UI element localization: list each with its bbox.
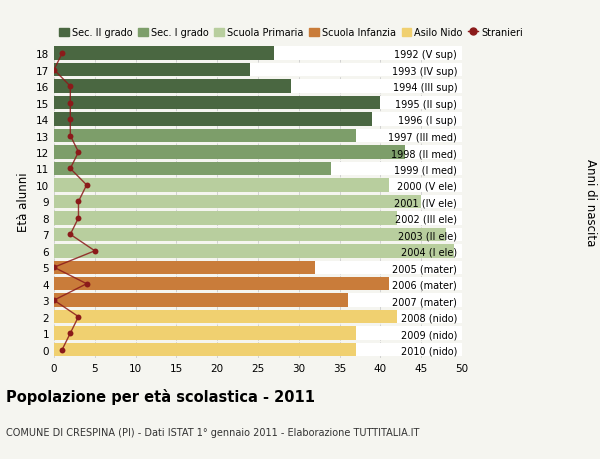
Bar — [54, 129, 462, 143]
Bar — [54, 245, 454, 258]
Bar — [54, 310, 397, 324]
Point — [74, 313, 83, 321]
Point — [58, 50, 67, 58]
Y-axis label: Età alunni: Età alunni — [17, 172, 31, 232]
Bar — [54, 97, 380, 110]
Bar — [54, 146, 462, 159]
Bar — [54, 327, 462, 340]
Bar — [54, 343, 356, 357]
Point — [74, 198, 83, 206]
Point — [65, 330, 75, 337]
Bar — [54, 179, 462, 192]
Bar — [54, 113, 372, 127]
Legend: Sec. II grado, Sec. I grado, Scuola Primaria, Scuola Infanzia, Asilo Nido, Stran: Sec. II grado, Sec. I grado, Scuola Prim… — [59, 28, 523, 38]
Bar — [54, 343, 462, 357]
Bar — [54, 294, 348, 307]
Bar — [54, 212, 462, 225]
Point — [49, 297, 59, 304]
Point — [74, 215, 83, 222]
Bar — [54, 261, 462, 274]
Bar — [54, 195, 462, 209]
Bar — [54, 228, 462, 241]
Bar — [54, 327, 356, 340]
Bar — [54, 162, 462, 176]
Bar — [54, 162, 331, 176]
Text: Popolazione per età scolastica - 2011: Popolazione per età scolastica - 2011 — [6, 388, 315, 404]
Bar — [54, 64, 250, 77]
Bar — [54, 47, 274, 61]
Bar — [54, 179, 389, 192]
Point — [82, 280, 91, 288]
Point — [65, 231, 75, 239]
Point — [82, 182, 91, 189]
Point — [90, 247, 100, 255]
Bar — [54, 245, 462, 258]
Bar — [54, 277, 462, 291]
Point — [65, 165, 75, 173]
Bar — [54, 64, 462, 77]
Point — [49, 67, 59, 74]
Point — [65, 116, 75, 123]
Bar — [54, 195, 421, 209]
Text: COMUNE DI CRESPINA (PI) - Dati ISTAT 1° gennaio 2011 - Elaborazione TUTTITALIA.I: COMUNE DI CRESPINA (PI) - Dati ISTAT 1° … — [6, 427, 419, 437]
Bar — [54, 146, 405, 159]
Bar — [54, 310, 462, 324]
Bar — [54, 47, 462, 61]
Text: Anni di nascita: Anni di nascita — [584, 158, 597, 246]
Bar — [54, 277, 389, 291]
Point — [58, 346, 67, 353]
Bar — [54, 97, 462, 110]
Bar — [54, 212, 397, 225]
Bar — [54, 113, 462, 127]
Bar — [54, 261, 315, 274]
Bar — [54, 129, 356, 143]
Point — [65, 83, 75, 90]
Bar — [54, 294, 462, 307]
Point — [65, 133, 75, 140]
Bar — [54, 228, 446, 241]
Point — [74, 149, 83, 157]
Point — [65, 100, 75, 107]
Bar — [54, 80, 462, 94]
Bar — [54, 80, 290, 94]
Point — [49, 264, 59, 271]
